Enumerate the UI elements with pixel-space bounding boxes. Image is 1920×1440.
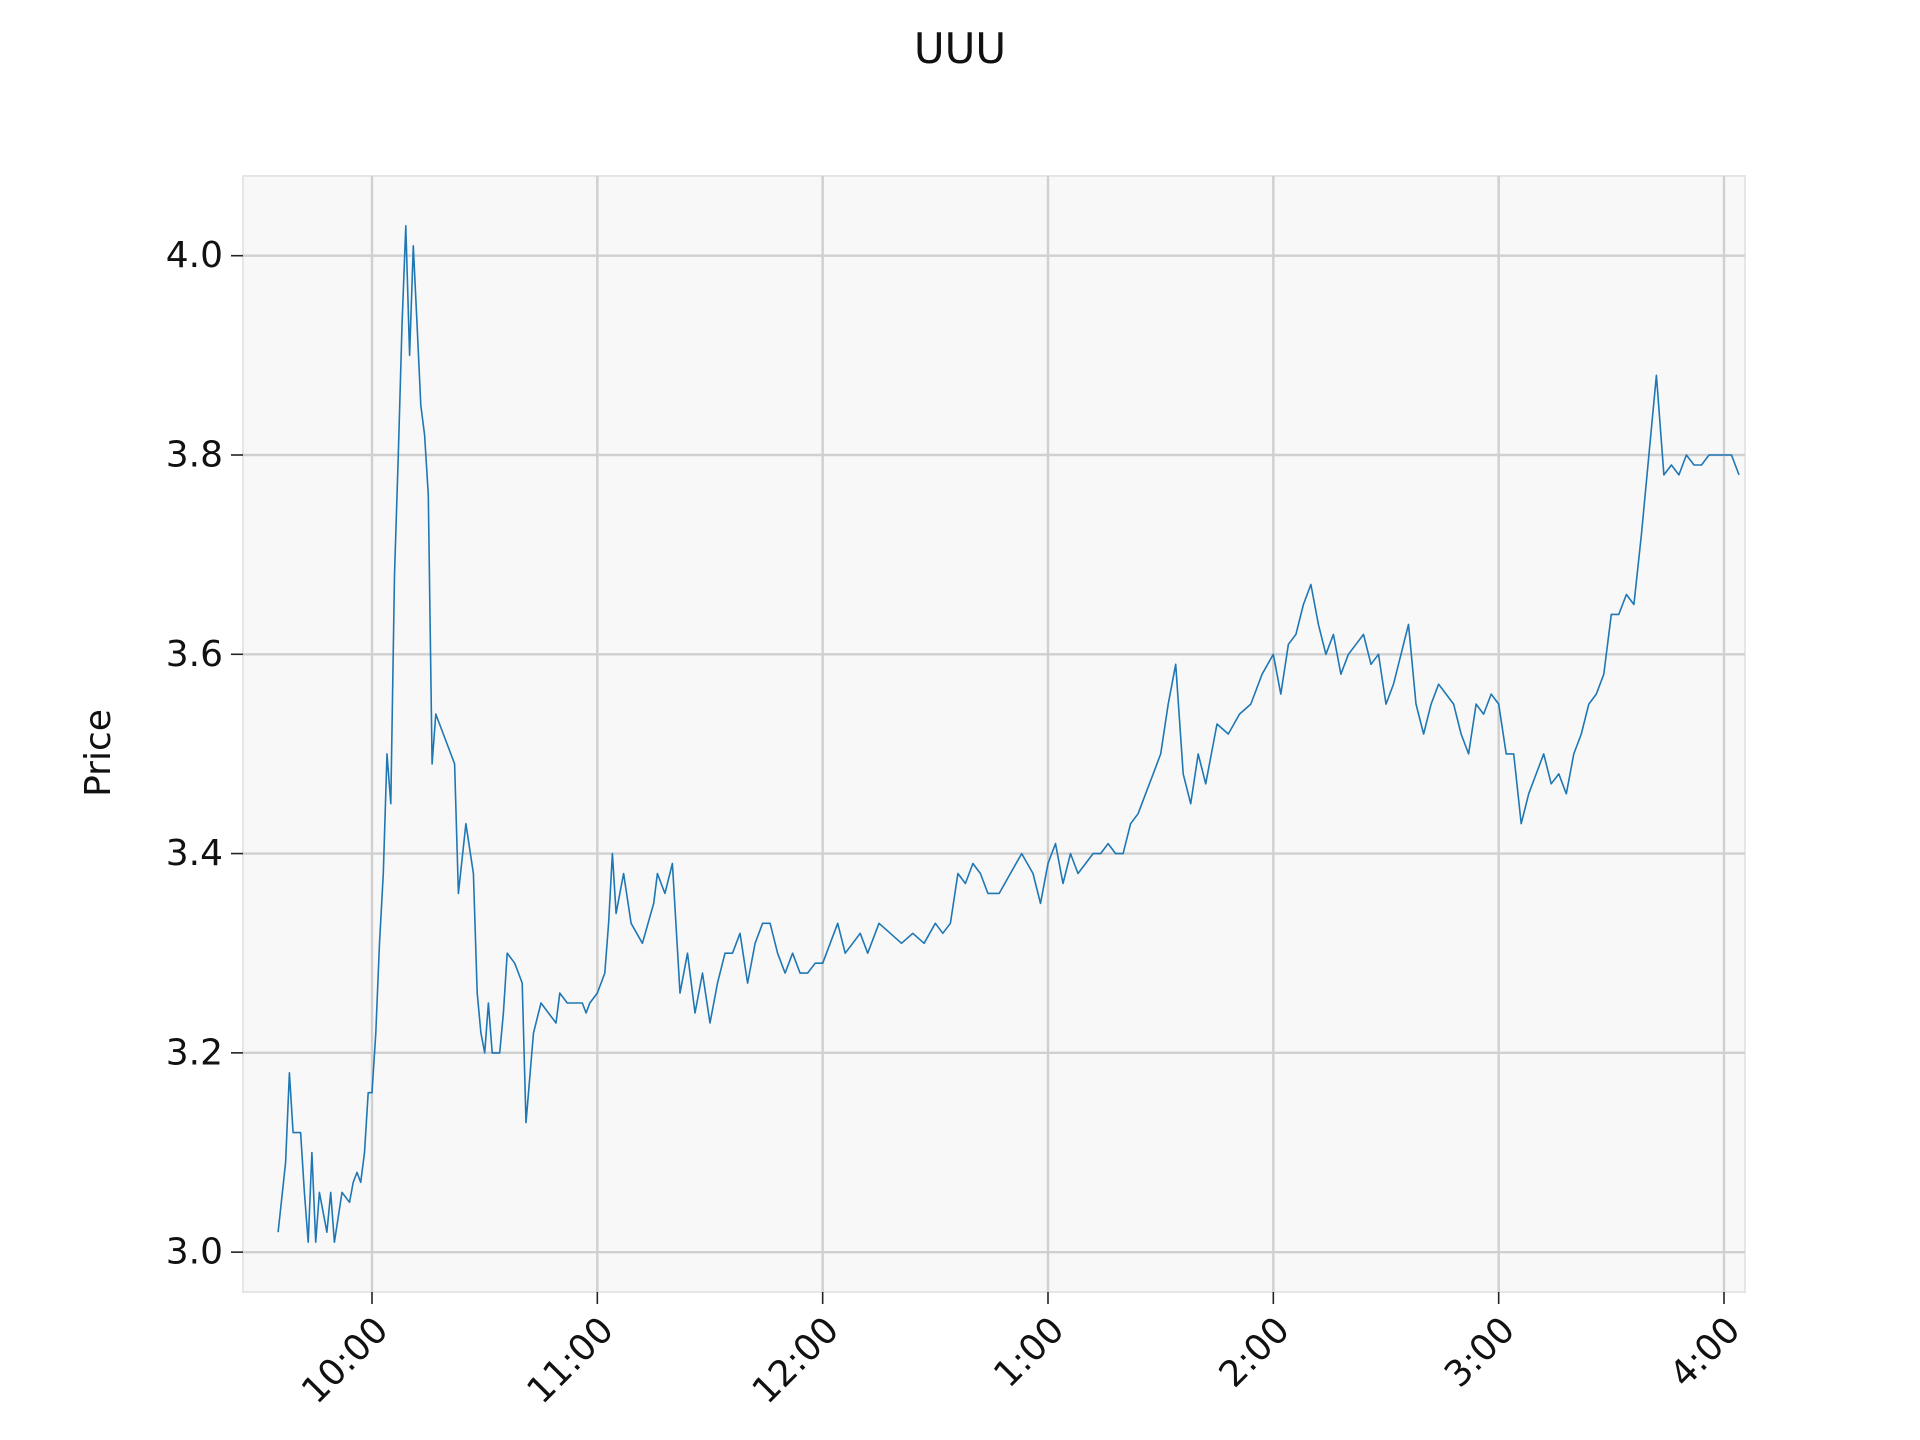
y-tick-label: 3.4 xyxy=(166,833,223,874)
x-tick-label: 2:00 xyxy=(1212,1309,1298,1395)
x-tick-label: 12:00 xyxy=(745,1309,847,1411)
plot-area xyxy=(242,175,1746,1293)
grid xyxy=(243,176,1745,1292)
chart-title: UUU xyxy=(914,24,1006,73)
x-tick-label: 10:00 xyxy=(294,1309,396,1411)
y-tick-label: 3.2 xyxy=(166,1032,223,1073)
x-tick-label: 3:00 xyxy=(1437,1309,1523,1395)
y-axis-label: Price xyxy=(78,709,119,797)
y-tick-label: 3.0 xyxy=(166,1232,223,1273)
x-tick-label: 4:00 xyxy=(1662,1309,1748,1395)
x-tick-label: 11:00 xyxy=(519,1309,621,1411)
y-tick-label: 3.8 xyxy=(166,435,223,476)
y-tick-label: 4.0 xyxy=(166,235,223,276)
x-tick-label: 1:00 xyxy=(986,1309,1072,1395)
price-line xyxy=(277,225,1740,1243)
y-tick-label: 3.6 xyxy=(166,634,223,675)
